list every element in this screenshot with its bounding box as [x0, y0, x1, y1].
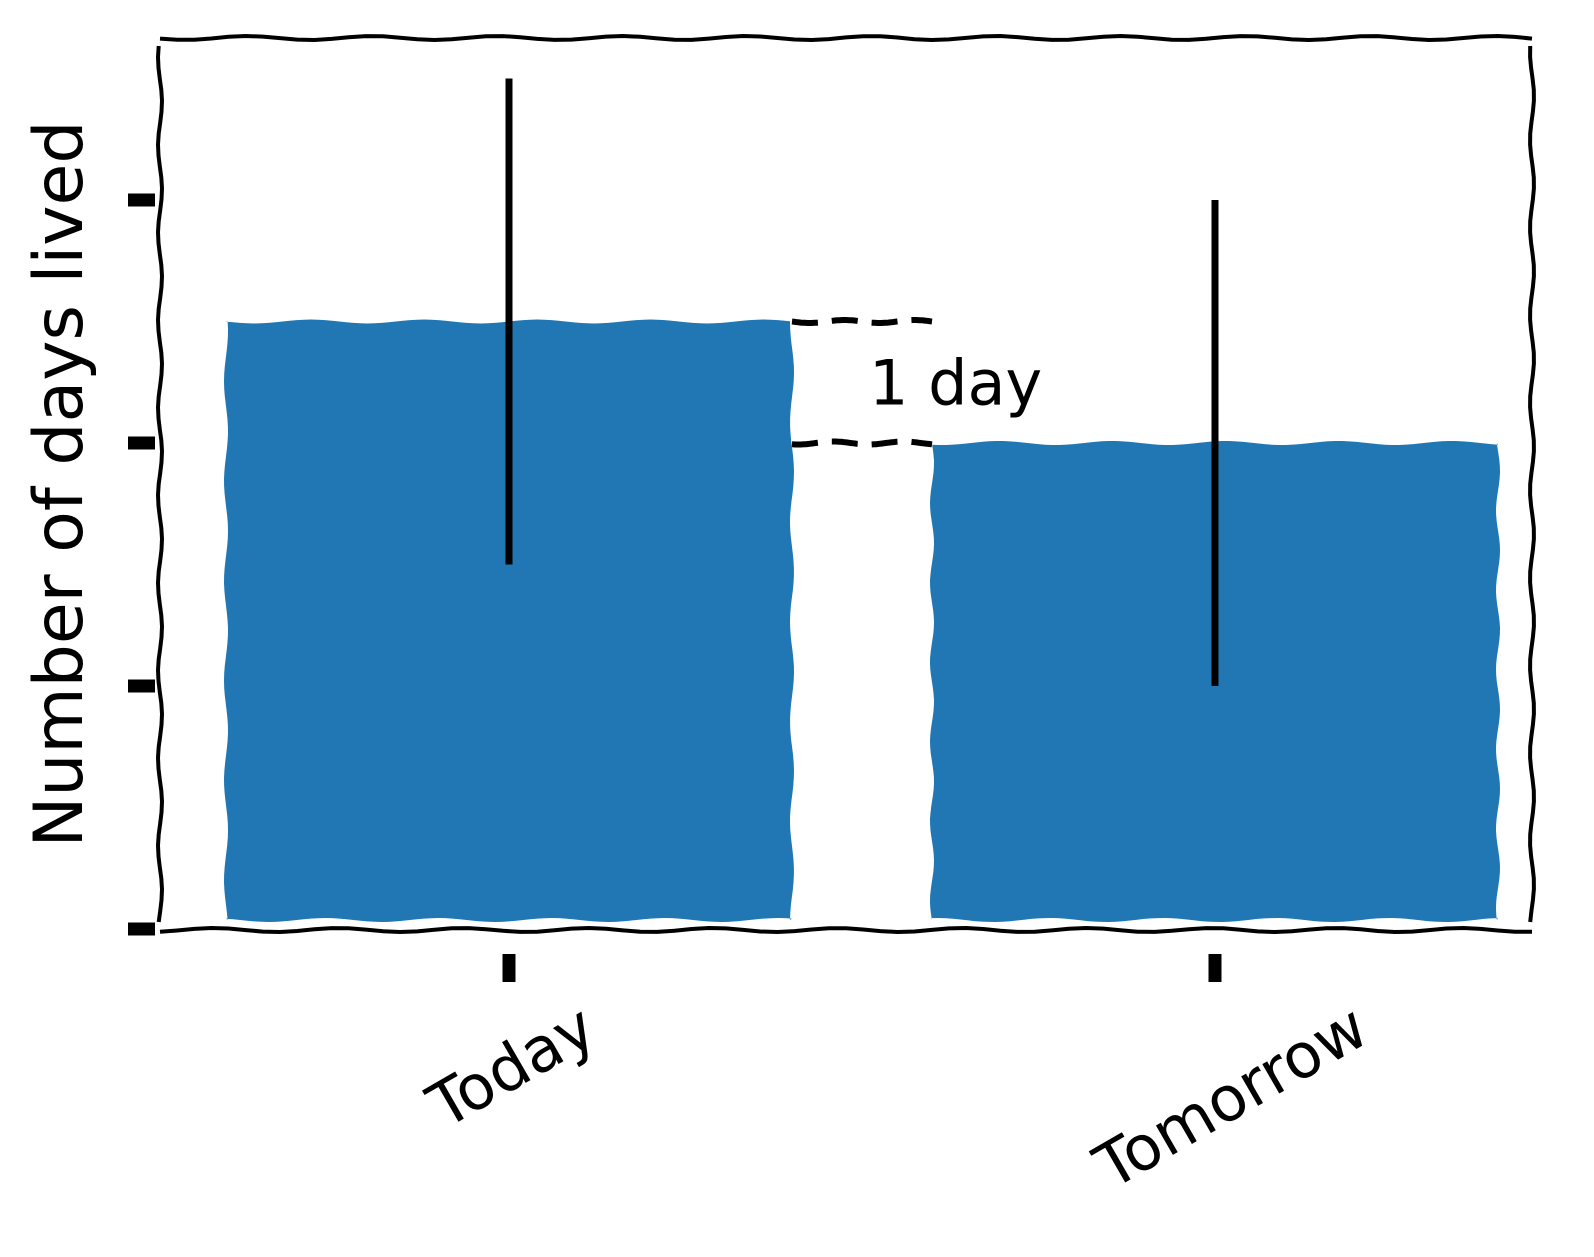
error-bars-layer — [505, 78, 1219, 686]
bar-today — [224, 319, 794, 922]
difference-bracket — [791, 317, 933, 448]
difference-annotation: 1 day — [869, 346, 1042, 419]
plot-frame — [155, 33, 1536, 935]
y-axis-label: Number of days lived — [20, 120, 99, 847]
bars-layer — [224, 319, 1500, 922]
x-tick-label-tomorrow: Tomorrow — [1082, 990, 1380, 1204]
ticks-layer — [128, 193, 1222, 982]
bracket-lower-line — [791, 438, 933, 448]
x-tick-label-today: Today — [415, 990, 608, 1143]
bracket-upper-line — [791, 317, 933, 326]
